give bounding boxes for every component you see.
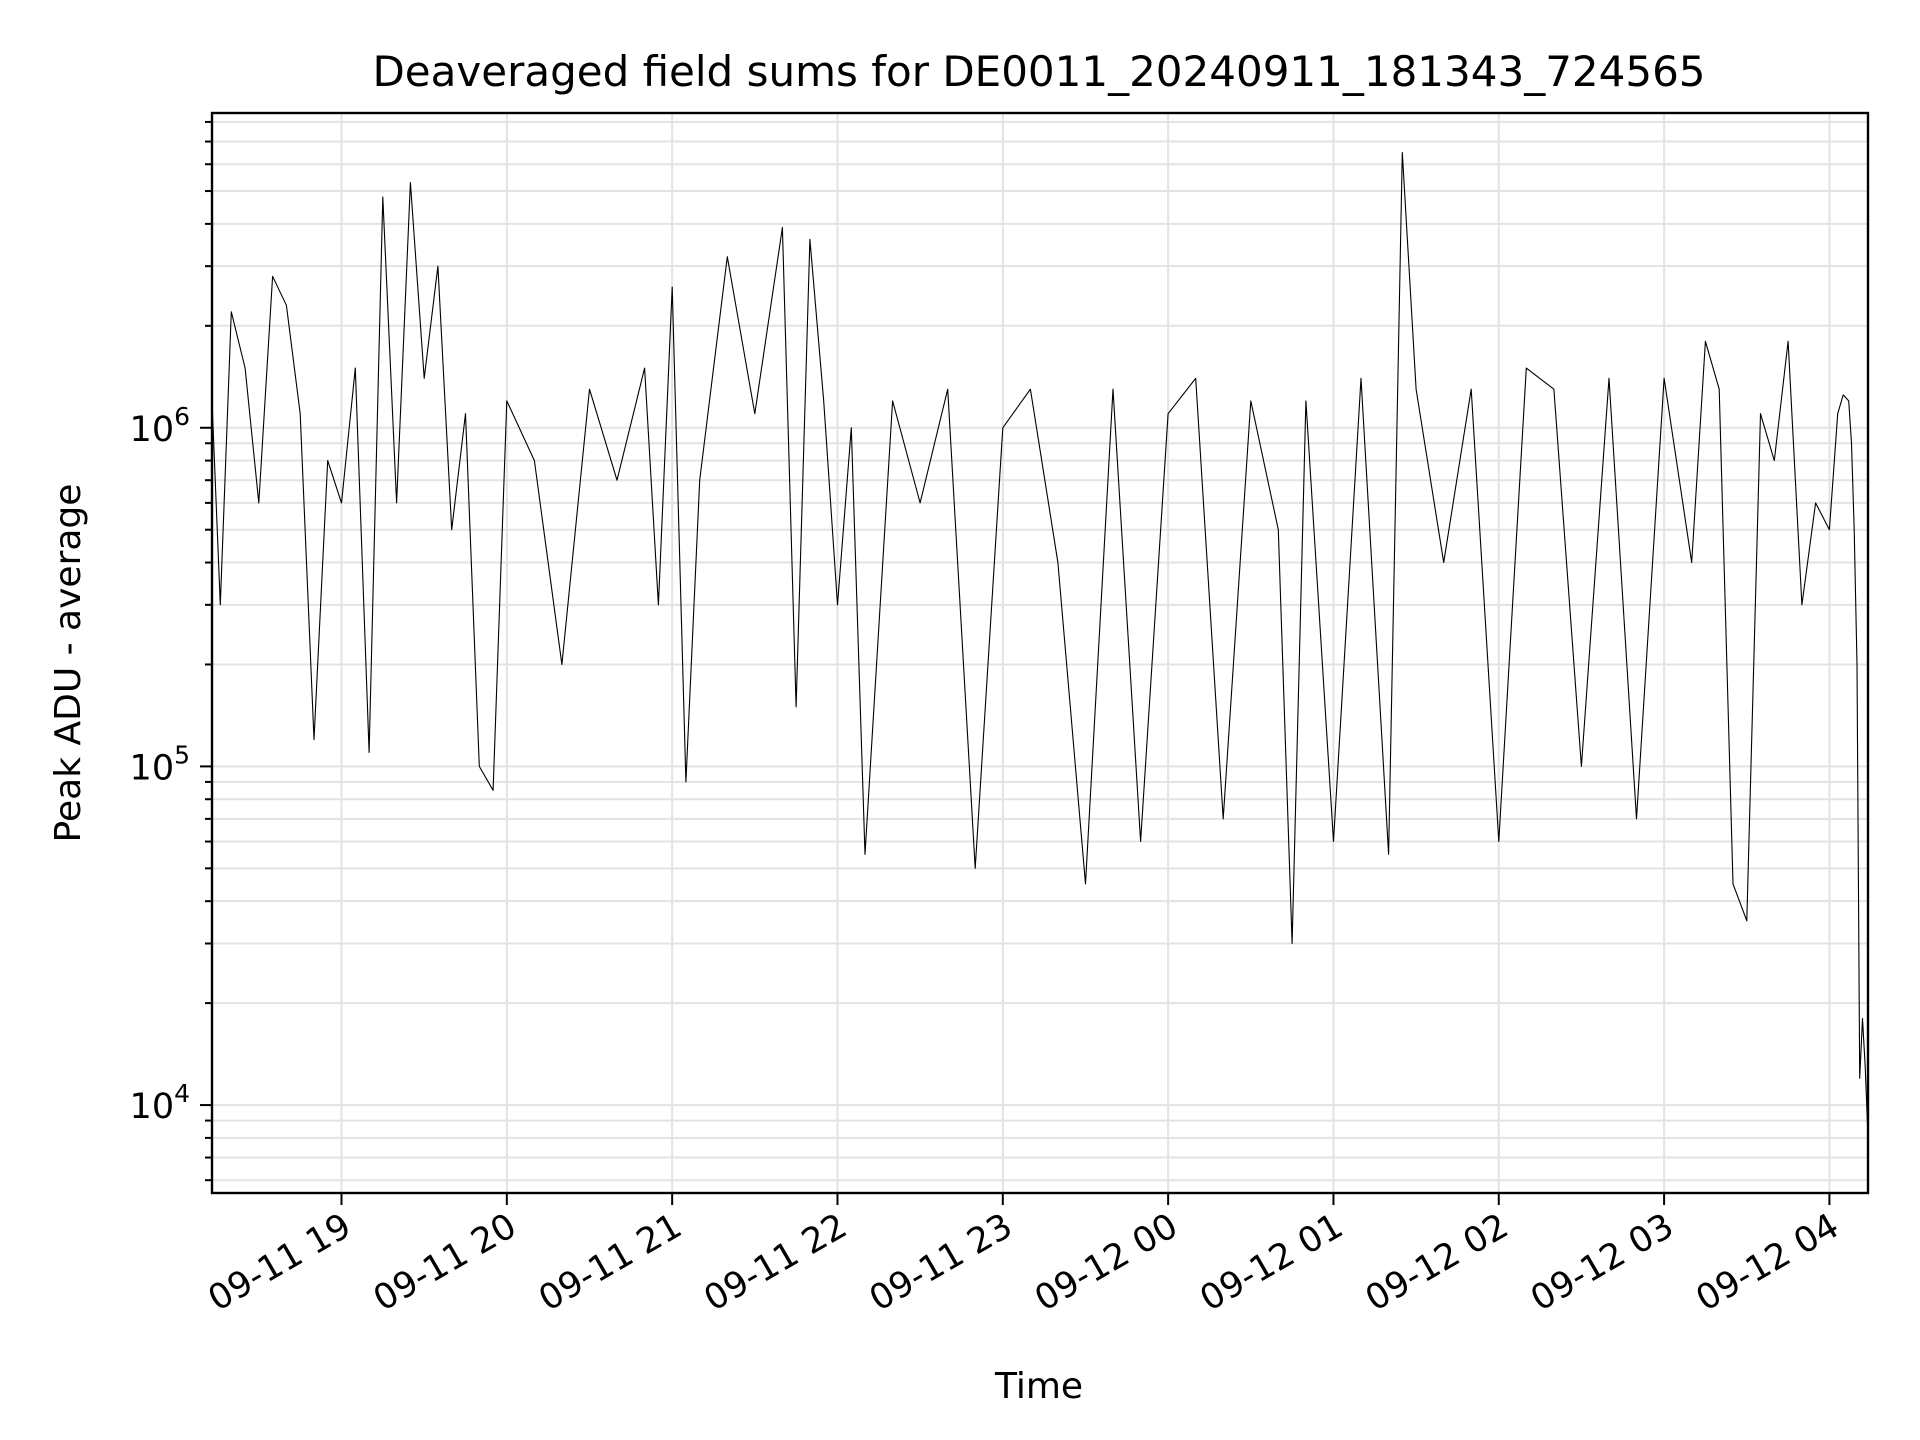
y-tick-label: 105 <box>130 740 190 788</box>
x-tick-label: 09-11 19 <box>202 1206 358 1319</box>
x-axis-label: Time <box>994 1366 1083 1407</box>
y-tick-label: 106 <box>130 402 190 450</box>
x-tick-label: 09-12 03 <box>1524 1206 1680 1319</box>
series-line <box>211 151 1869 1138</box>
plot-area: 09-11 19 09-11 20 09-11 21 09-11 22 09-11 23… <box>130 111 1870 1319</box>
y-axis-label: Peak ADU - average <box>48 484 89 843</box>
plot-frame <box>210 111 1870 1195</box>
y-axis-ticks: 104 105 106 <box>130 120 212 1182</box>
y-tick-label: 104 <box>130 1079 190 1127</box>
x-tick-label: 09-11 22 <box>698 1206 854 1319</box>
x-tick-label: 09-11 20 <box>367 1206 523 1319</box>
chart-title: Deaveraged field sums for DE0011_2024091… <box>372 47 1705 96</box>
x-tick-label: 09-12 04 <box>1690 1206 1846 1319</box>
x-tick-label: 09-12 01 <box>1194 1206 1350 1319</box>
x-tick-label: 09-12 02 <box>1359 1206 1515 1319</box>
x-axis-ticks: 09-11 19 09-11 20 09-11 21 09-11 22 09-11 23… <box>202 1193 1846 1319</box>
x-tick-label: 09-11 21 <box>532 1206 688 1319</box>
grid-lines <box>212 113 1868 1193</box>
x-tick-label: 09-11 23 <box>863 1206 1019 1319</box>
x-tick-label: 09-12 00 <box>1028 1206 1184 1319</box>
